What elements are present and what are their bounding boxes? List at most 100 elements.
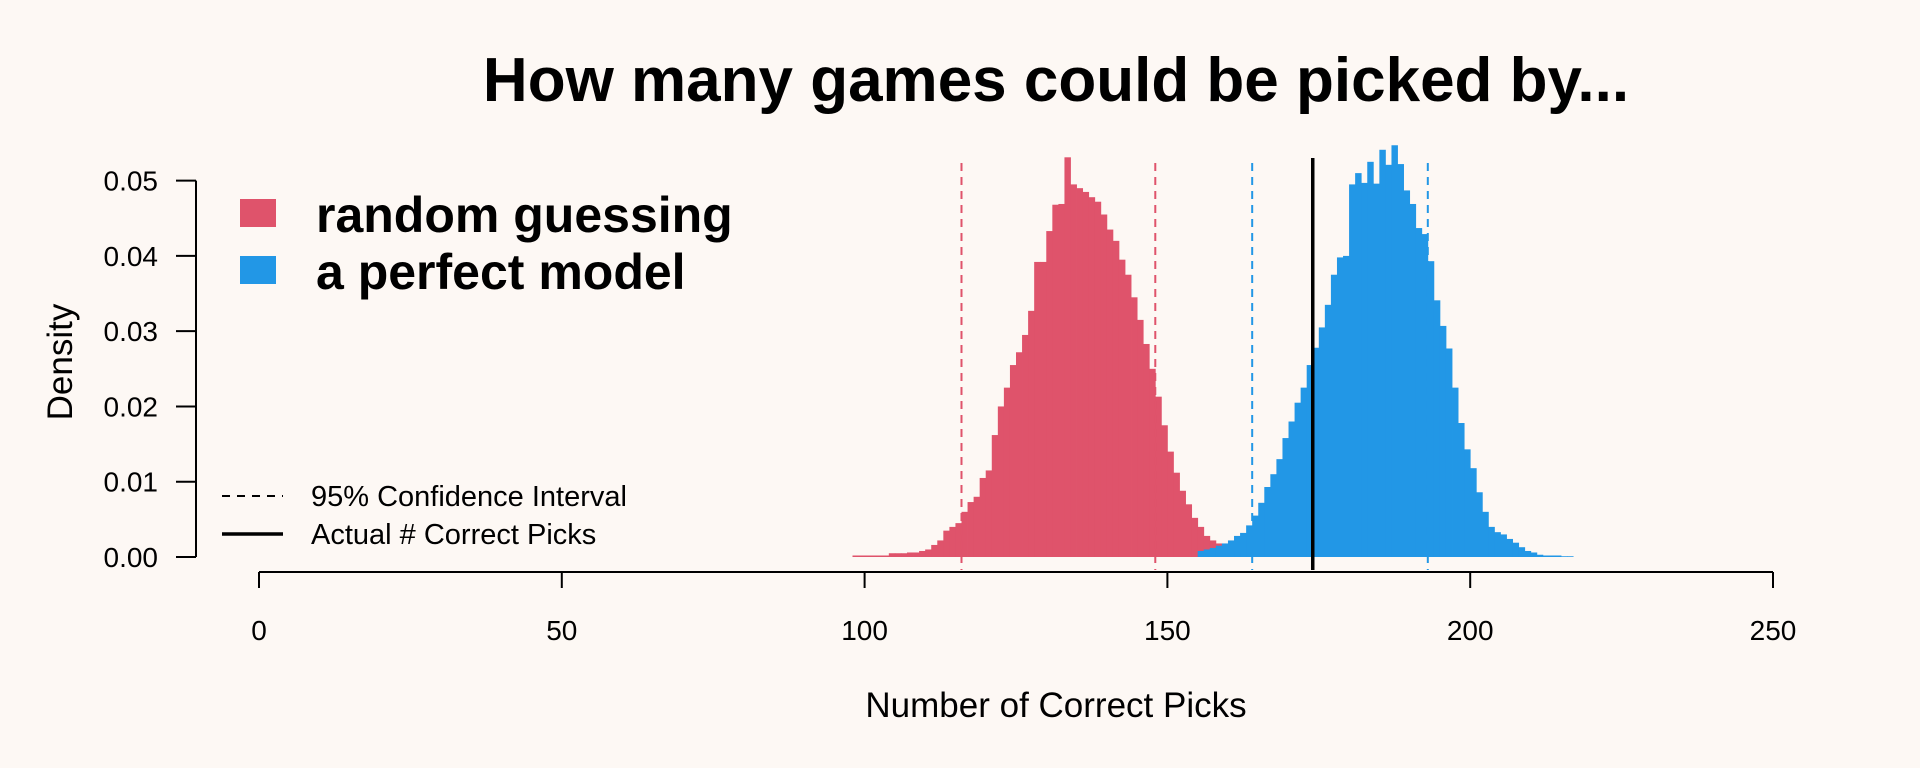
- histogram-bar: [913, 552, 920, 557]
- histogram-bar: [1349, 184, 1356, 557]
- histogram-bar: [1415, 228, 1423, 558]
- histogram-bar: [973, 496, 981, 557]
- histogram-bar: [1118, 259, 1126, 557]
- histogram-bar: [870, 555, 878, 557]
- histogram-bar: [1306, 365, 1314, 557]
- x-tick-label: 100: [841, 615, 888, 646]
- histogram-bar: [1355, 173, 1362, 558]
- histogram-bar: [1058, 203, 1065, 558]
- histogram-bar: [900, 553, 908, 557]
- histogram-bar: [1476, 492, 1483, 557]
- histogram-bar: [1482, 511, 1489, 557]
- histogram-bar: [1470, 468, 1477, 557]
- histogram-bar: [1227, 540, 1235, 557]
- histogram-bar: [1300, 387, 1308, 557]
- histogram-bar: [1524, 550, 1532, 557]
- histogram-bar: [888, 553, 896, 557]
- legend-series: random guessing a perfect model: [240, 187, 733, 300]
- histogram-bar: [1034, 261, 1041, 557]
- y-tick-label: 0.00: [104, 542, 159, 573]
- histogram-bar: [931, 544, 938, 557]
- histogram-bar: [943, 530, 950, 557]
- histogram-bars: [852, 145, 1574, 558]
- histogram-bar: [1173, 472, 1180, 557]
- y-axis: 0.00 0.01 0.02 0.03 0.04 0.05: [104, 166, 197, 573]
- histogram-bar: [1064, 157, 1071, 557]
- legend-label-perfect-model: a perfect model: [316, 244, 686, 300]
- histogram-bar: [1221, 543, 1229, 557]
- x-tick-label: 150: [1144, 615, 1191, 646]
- histogram-bar: [1294, 402, 1302, 557]
- histogram-bar: [1367, 161, 1374, 557]
- histogram-bar: [1112, 240, 1120, 557]
- histogram-bar: [1276, 459, 1283, 557]
- histogram-bar: [1391, 145, 1398, 557]
- histogram-bar: [1125, 274, 1132, 557]
- histogram-bar: [1264, 486, 1271, 557]
- histogram-bar: [1197, 526, 1205, 557]
- histogram-bar: [1500, 534, 1507, 557]
- histogram-bar: [1330, 274, 1338, 557]
- x-tick-label: 0: [251, 615, 267, 646]
- histogram-bar: [1506, 538, 1513, 557]
- x-tick-label: 250: [1750, 615, 1797, 646]
- histogram-bar: [1397, 164, 1404, 558]
- x-tick-label: 50: [546, 615, 577, 646]
- histogram-bar: [1003, 387, 1011, 557]
- histogram-bar: [1409, 203, 1417, 558]
- legend-label-random-guessing: random guessing: [316, 187, 733, 243]
- histogram-bar: [1076, 188, 1084, 557]
- histogram-bar: [985, 470, 993, 557]
- histogram-bar: [906, 552, 914, 557]
- histogram-bar: [1149, 368, 1156, 557]
- histogram-bar: [1488, 526, 1495, 557]
- histogram-bar: [1161, 425, 1168, 557]
- histogram-bar: [1082, 191, 1090, 557]
- legend-swatch-perfect-model: [240, 256, 276, 284]
- legend-lines: 95% Confidence Interval Actual # Correct…: [222, 481, 627, 551]
- y-axis-label: Density: [41, 303, 80, 420]
- histogram-bar: [997, 406, 1005, 557]
- histogram-bar: [1385, 164, 1392, 557]
- chart-title: How many games could be picked by...: [483, 46, 1629, 115]
- histogram-bar: [1137, 319, 1144, 557]
- histogram-bar: [1324, 304, 1332, 557]
- histogram-bar: [949, 526, 956, 557]
- histogram-bar: [955, 523, 962, 557]
- histogram-bar: [1258, 502, 1265, 557]
- histogram-bar: [1536, 554, 1544, 557]
- histogram-bar: [1554, 555, 1562, 557]
- legend-label-confidence-interval: 95% Confidence Interval: [311, 481, 627, 513]
- histogram-bar: [1433, 300, 1441, 557]
- histogram-bar: [937, 540, 944, 557]
- series-perfect-model: [1197, 145, 1574, 558]
- histogram-bar: [1530, 552, 1538, 557]
- histogram-bar: [1179, 490, 1186, 557]
- histogram-bar: [1561, 556, 1568, 557]
- histogram-bar: [1215, 545, 1223, 557]
- histogram-bar: [919, 550, 926, 557]
- histogram-bar: [864, 555, 872, 557]
- histogram-bar: [961, 511, 968, 557]
- histogram-bar: [1234, 535, 1241, 557]
- histogram-bar: [1203, 549, 1211, 557]
- histogram-bar: [1131, 297, 1138, 557]
- histogram-bar: [1252, 515, 1259, 557]
- histogram-bar: [1191, 517, 1199, 557]
- histogram-bar: [979, 477, 987, 557]
- x-axis: 0 50 100 150 200 250: [251, 571, 1797, 646]
- histogram-bar: [1421, 234, 1429, 557]
- series-random-guessing: [852, 157, 1253, 558]
- histogram-bar: [1016, 352, 1023, 557]
- histogram-bar: [1185, 504, 1193, 557]
- y-tick-label: 0.03: [104, 316, 159, 347]
- histogram-bar: [1445, 348, 1453, 557]
- histogram-bar: [1022, 334, 1029, 557]
- histogram-bar: [1209, 547, 1217, 557]
- histogram-bar: [1512, 542, 1520, 557]
- histogram-bar: [1403, 190, 1411, 557]
- histogram-bar: [1052, 204, 1059, 557]
- histogram-bar: [1336, 257, 1344, 557]
- y-tick-label: 0.05: [104, 166, 159, 197]
- y-tick-label: 0.01: [104, 467, 159, 498]
